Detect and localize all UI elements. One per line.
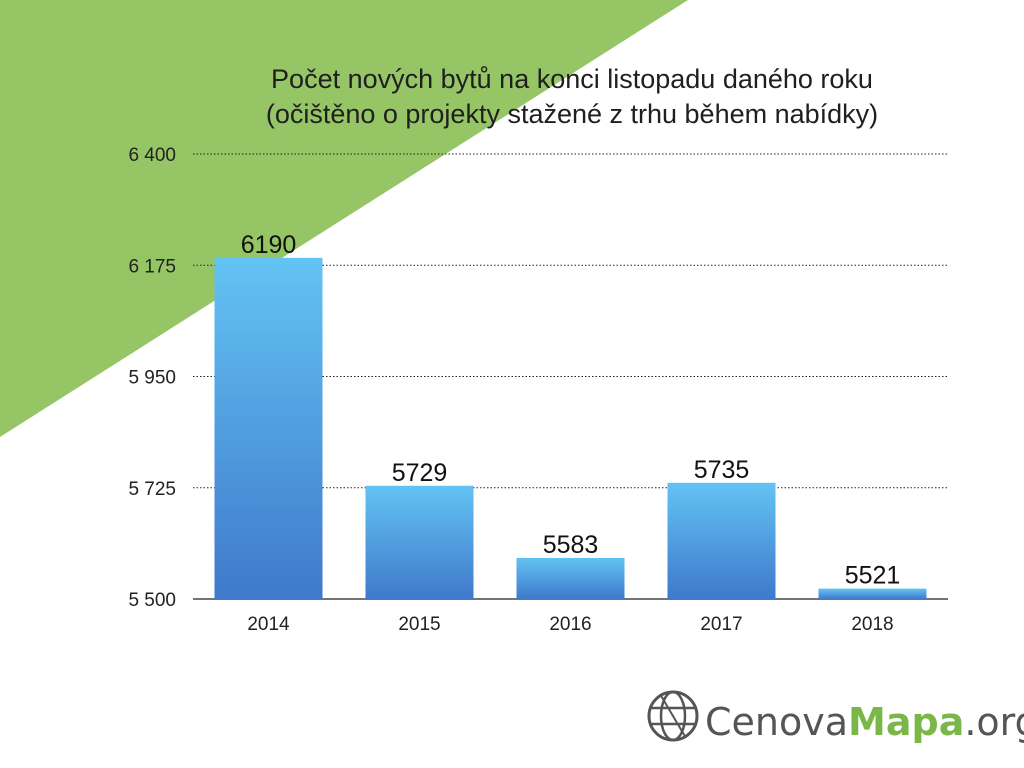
y-axis-tick-labels: 5 500 5 725 5 950 6 175 6 400 [128, 145, 176, 611]
bar-2016 [516, 557, 625, 599]
bar-2014 [214, 257, 323, 599]
y-tick-label: 5 950 [128, 368, 176, 389]
bar-2017 [667, 482, 776, 599]
cenovamapa-logo: CenovaMapa.org [647, 690, 1024, 744]
data-labels: 6190 5729 5583 5735 5521 [241, 231, 901, 590]
logo-text-mapa: Mapa [848, 700, 964, 744]
data-label-2018: 5521 [845, 562, 901, 590]
logo-wordmark: CenovaMapa.org [705, 700, 1024, 744]
logo-text-org: .org [964, 700, 1024, 744]
data-label-2016: 5583 [543, 531, 599, 559]
y-tick-label: 5 500 [128, 590, 176, 611]
chart-title: Počet nových bytů na konci listopadu dan… [271, 64, 873, 94]
data-label-2017: 5735 [694, 456, 750, 484]
y-tick-label: 6 400 [128, 145, 176, 166]
logo-text-cenova: Cenova [705, 700, 848, 744]
x-tick-label-2015: 2015 [398, 614, 440, 635]
data-label-2014: 6190 [241, 231, 297, 259]
accent-triangle [0, 0, 688, 437]
chart-subtitle: (očištěno o projekty stažené z trhu běhe… [266, 99, 878, 129]
y-tick-label: 6 175 [128, 256, 176, 277]
x-tick-label-2016: 2016 [549, 614, 591, 635]
x-tick-label-2014: 2014 [247, 614, 290, 635]
x-axis-tick-labels: 2014 2015 2016 2017 2018 [247, 614, 893, 635]
bar-2015 [365, 485, 474, 599]
bars [214, 257, 927, 599]
x-tick-label-2017: 2017 [700, 614, 742, 635]
globe-grid-icon [647, 690, 699, 742]
data-label-2015: 5729 [392, 459, 448, 487]
x-tick-label-2018: 2018 [851, 614, 893, 635]
bar-2018 [818, 588, 927, 599]
y-tick-label: 5 725 [128, 479, 176, 500]
